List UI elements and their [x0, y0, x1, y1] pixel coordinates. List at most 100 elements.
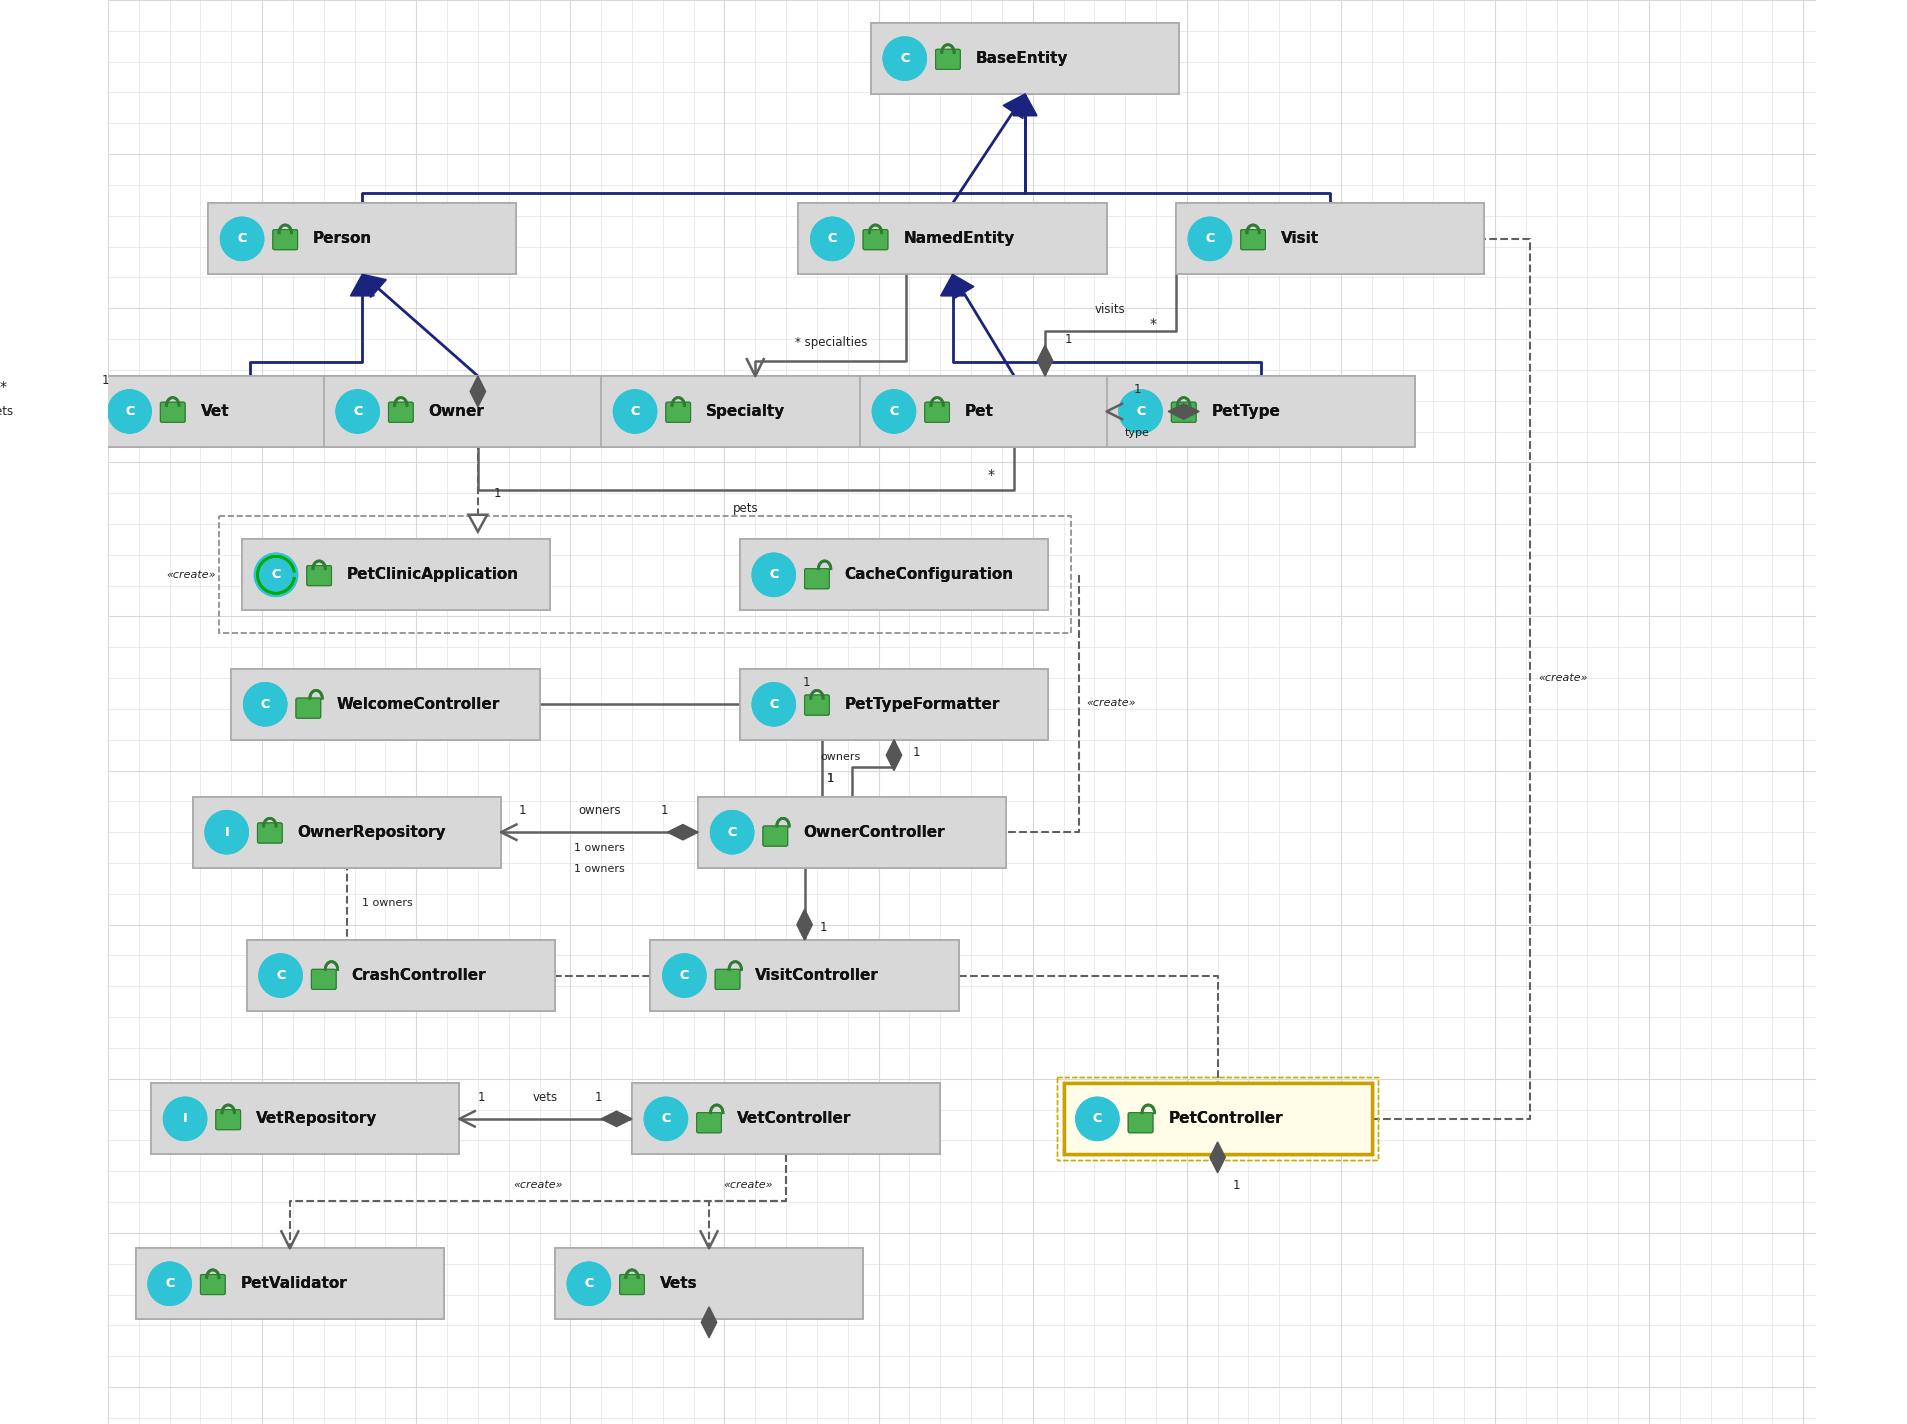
Text: C: C [166, 1277, 174, 1290]
Circle shape [109, 390, 151, 433]
Circle shape [221, 218, 263, 261]
Circle shape [149, 1262, 191, 1306]
Text: Owner: Owner [429, 404, 484, 419]
FancyBboxPatch shape [95, 376, 404, 447]
FancyBboxPatch shape [862, 229, 887, 249]
Text: *: * [988, 467, 994, 481]
Circle shape [109, 390, 151, 433]
FancyBboxPatch shape [1127, 1112, 1152, 1132]
Text: CrashController: CrashController [351, 968, 486, 983]
Text: 1: 1 [494, 487, 500, 500]
Text: Vet: Vet [200, 404, 229, 419]
Text: owners: owners [820, 752, 860, 762]
Text: Vets: Vets [660, 1276, 696, 1292]
Circle shape [254, 554, 297, 597]
Circle shape [204, 810, 248, 854]
Bar [219, 517, 1070, 634]
Text: 1: 1 [519, 805, 526, 817]
Circle shape [221, 218, 263, 261]
Text: vets: vets [532, 1091, 559, 1104]
FancyBboxPatch shape [925, 402, 950, 423]
Text: 1: 1 [826, 772, 833, 785]
Circle shape [259, 954, 301, 997]
Text: C: C [261, 698, 269, 711]
FancyBboxPatch shape [1062, 1084, 1371, 1155]
Text: CacheConfiguration: CacheConfiguration [845, 567, 1013, 582]
Text: C: C [900, 53, 910, 66]
Circle shape [810, 218, 854, 261]
FancyBboxPatch shape [666, 402, 690, 423]
Text: C: C [353, 404, 362, 419]
Text: C: C [277, 970, 284, 983]
Text: C: C [1135, 404, 1144, 419]
Text: PetType: PetType [1211, 404, 1280, 419]
Text: 1 owners: 1 owners [574, 843, 625, 853]
FancyBboxPatch shape [215, 1109, 240, 1129]
Text: «create»: «create» [166, 570, 215, 580]
Text: 1 owners: 1 owners [362, 899, 412, 909]
Circle shape [204, 810, 248, 854]
Text: 1: 1 [912, 746, 919, 759]
FancyBboxPatch shape [620, 1274, 645, 1294]
Polygon shape [469, 376, 484, 407]
Text: «create»: «create» [1087, 698, 1135, 708]
FancyBboxPatch shape [1175, 204, 1484, 275]
Text: PetClinicApplication: PetClinicApplication [347, 567, 519, 582]
Text: Specialty: Specialty [706, 404, 786, 419]
Polygon shape [351, 275, 374, 296]
FancyBboxPatch shape [307, 565, 332, 585]
FancyBboxPatch shape [307, 565, 332, 585]
Text: C: C [126, 404, 133, 419]
FancyBboxPatch shape [698, 797, 1007, 867]
FancyBboxPatch shape [666, 402, 690, 423]
FancyBboxPatch shape [193, 797, 502, 867]
Circle shape [259, 954, 301, 997]
Text: VetRepository: VetRepository [256, 1111, 378, 1126]
Circle shape [254, 554, 297, 597]
Circle shape [871, 390, 915, 433]
Text: 1: 1 [803, 676, 809, 689]
FancyBboxPatch shape [715, 970, 740, 990]
Polygon shape [1013, 94, 1036, 115]
FancyBboxPatch shape [273, 229, 297, 249]
Text: C: C [1205, 232, 1215, 245]
FancyBboxPatch shape [257, 823, 282, 843]
FancyBboxPatch shape [242, 540, 549, 611]
Polygon shape [952, 275, 973, 299]
FancyBboxPatch shape [389, 402, 414, 423]
Polygon shape [667, 824, 698, 840]
FancyBboxPatch shape [324, 376, 631, 447]
FancyBboxPatch shape [934, 50, 959, 70]
Text: C: C [236, 232, 246, 245]
Circle shape [883, 37, 927, 80]
Text: 1 owners: 1 owners [574, 864, 625, 874]
FancyBboxPatch shape [696, 1112, 721, 1132]
Text: C: C [1093, 1112, 1102, 1125]
Text: C: C [271, 568, 280, 581]
FancyBboxPatch shape [151, 1084, 460, 1155]
Circle shape [1076, 1098, 1118, 1141]
FancyBboxPatch shape [246, 940, 555, 1011]
Polygon shape [940, 275, 963, 296]
FancyBboxPatch shape [200, 1274, 225, 1294]
FancyBboxPatch shape [215, 1109, 240, 1129]
Polygon shape [362, 275, 385, 298]
Circle shape [149, 1262, 191, 1306]
FancyBboxPatch shape [715, 970, 740, 990]
Text: 1: 1 [593, 1091, 601, 1104]
Text: Person: Person [313, 231, 372, 246]
Text: C: C [236, 232, 246, 245]
FancyBboxPatch shape [160, 402, 185, 423]
Text: VetController: VetController [736, 1111, 851, 1126]
Text: Visit: Visit [1280, 231, 1318, 246]
FancyBboxPatch shape [135, 1249, 444, 1319]
Text: Vet: Vet [200, 404, 229, 419]
Text: C: C [1205, 232, 1215, 245]
Text: C: C [769, 698, 778, 711]
Text: pets: pets [732, 503, 759, 515]
Text: C: C [679, 970, 688, 983]
Circle shape [336, 390, 379, 433]
FancyBboxPatch shape [1175, 204, 1484, 275]
Circle shape [164, 1098, 206, 1141]
Text: C: C [727, 826, 736, 839]
